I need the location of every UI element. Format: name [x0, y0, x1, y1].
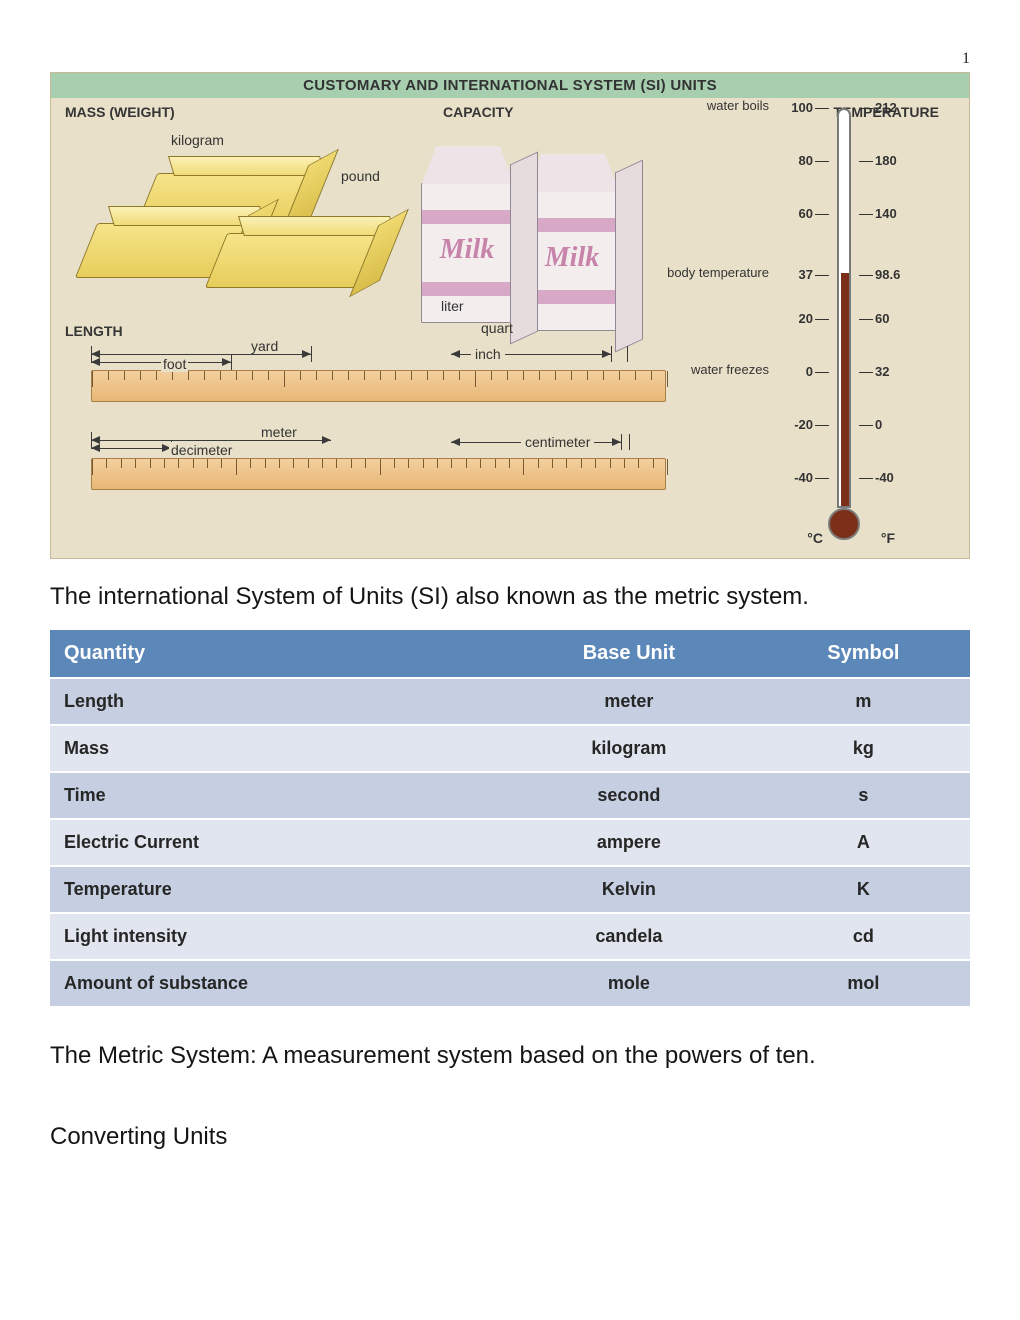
length-label: LENGTH: [65, 323, 123, 339]
cell-quantity: Time: [50, 772, 501, 819]
cell-symbol: cd: [757, 913, 970, 960]
table-row: Timeseconds: [50, 772, 970, 819]
capacity-si-label: liter: [441, 298, 464, 314]
fahrenheit-value: -40: [875, 470, 917, 485]
celsius-value: 37: [773, 267, 813, 282]
fahrenheit-value: 98.6: [875, 267, 917, 282]
cell-symbol: m: [757, 678, 970, 725]
cell-symbol: A: [757, 819, 970, 866]
fahrenheit-value: 140: [875, 206, 917, 221]
metric-paragraph: The Metric System: A measurement system …: [50, 1040, 970, 1071]
cell-quantity: Length: [50, 678, 501, 725]
table-row: Amount of substancemolemol: [50, 960, 970, 1006]
yard-label: yard: [251, 338, 278, 354]
converting-heading: Converting Units: [50, 1121, 970, 1152]
meter-dim: [91, 440, 331, 441]
cell-quantity: Temperature: [50, 866, 501, 913]
cell-quantity: Amount of substance: [50, 960, 501, 1006]
table-row: Electric CurrentampereA: [50, 819, 970, 866]
table-row: Lengthmeterm: [50, 678, 970, 725]
col-quantity: Quantity: [50, 630, 501, 678]
intro-paragraph: The international System of Units (SI) a…: [50, 581, 970, 612]
decimeter-label: decimeter: [169, 442, 234, 458]
cell-baseunit: Kelvin: [501, 866, 757, 913]
infographic-title: CUSTOMARY AND INTERNATIONAL SYSTEM (SI) …: [51, 73, 969, 98]
infographic-body: MASS (WEIGHT) kilogram pound CAPACITY Mi…: [51, 98, 969, 558]
butter-icon: [86, 158, 376, 298]
page-number: 1: [50, 50, 970, 68]
yard-dim: [91, 354, 311, 355]
celsius-value: 100: [773, 100, 813, 115]
milk-brand: Milk: [422, 234, 512, 266]
ruler-customary-icon: [91, 370, 666, 402]
inch-label: inch: [471, 346, 505, 362]
cm-label: centimeter: [521, 434, 594, 450]
cell-baseunit: ampere: [501, 819, 757, 866]
celsius-symbol: °C: [807, 530, 823, 546]
fahrenheit-value: 60: [875, 311, 917, 326]
foot-label: foot: [161, 356, 188, 372]
units-infographic: CUSTOMARY AND INTERNATIONAL SYSTEM (SI) …: [50, 72, 970, 559]
mass-si-label: kilogram: [171, 132, 224, 148]
cell-baseunit: kilogram: [501, 725, 757, 772]
milk-brand: Milk: [527, 242, 617, 274]
cell-symbol: s: [757, 772, 970, 819]
si-units-table: Quantity Base Unit Symbol LengthmetermMa…: [50, 630, 970, 1006]
cell-baseunit: mole: [501, 960, 757, 1006]
cell-baseunit: second: [501, 772, 757, 819]
table-row: Light intensitycandelacd: [50, 913, 970, 960]
col-baseunit: Base Unit: [501, 630, 757, 678]
cell-symbol: K: [757, 866, 970, 913]
capacity-cust-label: quart: [481, 320, 513, 336]
celsius-value: -40: [773, 470, 813, 485]
celsius-value: 80: [773, 153, 813, 168]
celsius-value: -20: [773, 417, 813, 432]
fahrenheit-value: 32: [875, 364, 917, 379]
fahrenheit-symbol: °F: [881, 530, 895, 546]
table-row: TemperatureKelvinK: [50, 866, 970, 913]
cell-symbol: mol: [757, 960, 970, 1006]
celsius-value: 60: [773, 206, 813, 221]
mass-label: MASS (WEIGHT): [65, 104, 175, 120]
cell-quantity: Mass: [50, 725, 501, 772]
cell-quantity: Electric Current: [50, 819, 501, 866]
ruler-si-icon: [91, 458, 666, 490]
fahrenheit-value: 180: [875, 153, 917, 168]
cell-quantity: Light intensity: [50, 913, 501, 960]
cell-symbol: kg: [757, 725, 970, 772]
fahrenheit-value: 0: [875, 417, 917, 432]
thermo-note: water boils: [649, 98, 769, 113]
table-row: Masskilogramkg: [50, 725, 970, 772]
capacity-label: CAPACITY: [443, 104, 514, 120]
celsius-value: 0: [773, 364, 813, 379]
thermo-note: water freezes: [649, 362, 769, 377]
decimeter-dim: [91, 448, 171, 449]
thermo-note: body temperature: [649, 265, 769, 280]
col-symbol: Symbol: [757, 630, 970, 678]
cell-baseunit: meter: [501, 678, 757, 725]
cell-baseunit: candela: [501, 913, 757, 960]
fahrenheit-value: 212: [875, 100, 917, 115]
thermometer-icon: [829, 108, 859, 538]
milk-icon: Milk Milk: [421, 133, 681, 348]
celsius-value: 20: [773, 311, 813, 326]
meter-label: meter: [261, 424, 297, 440]
